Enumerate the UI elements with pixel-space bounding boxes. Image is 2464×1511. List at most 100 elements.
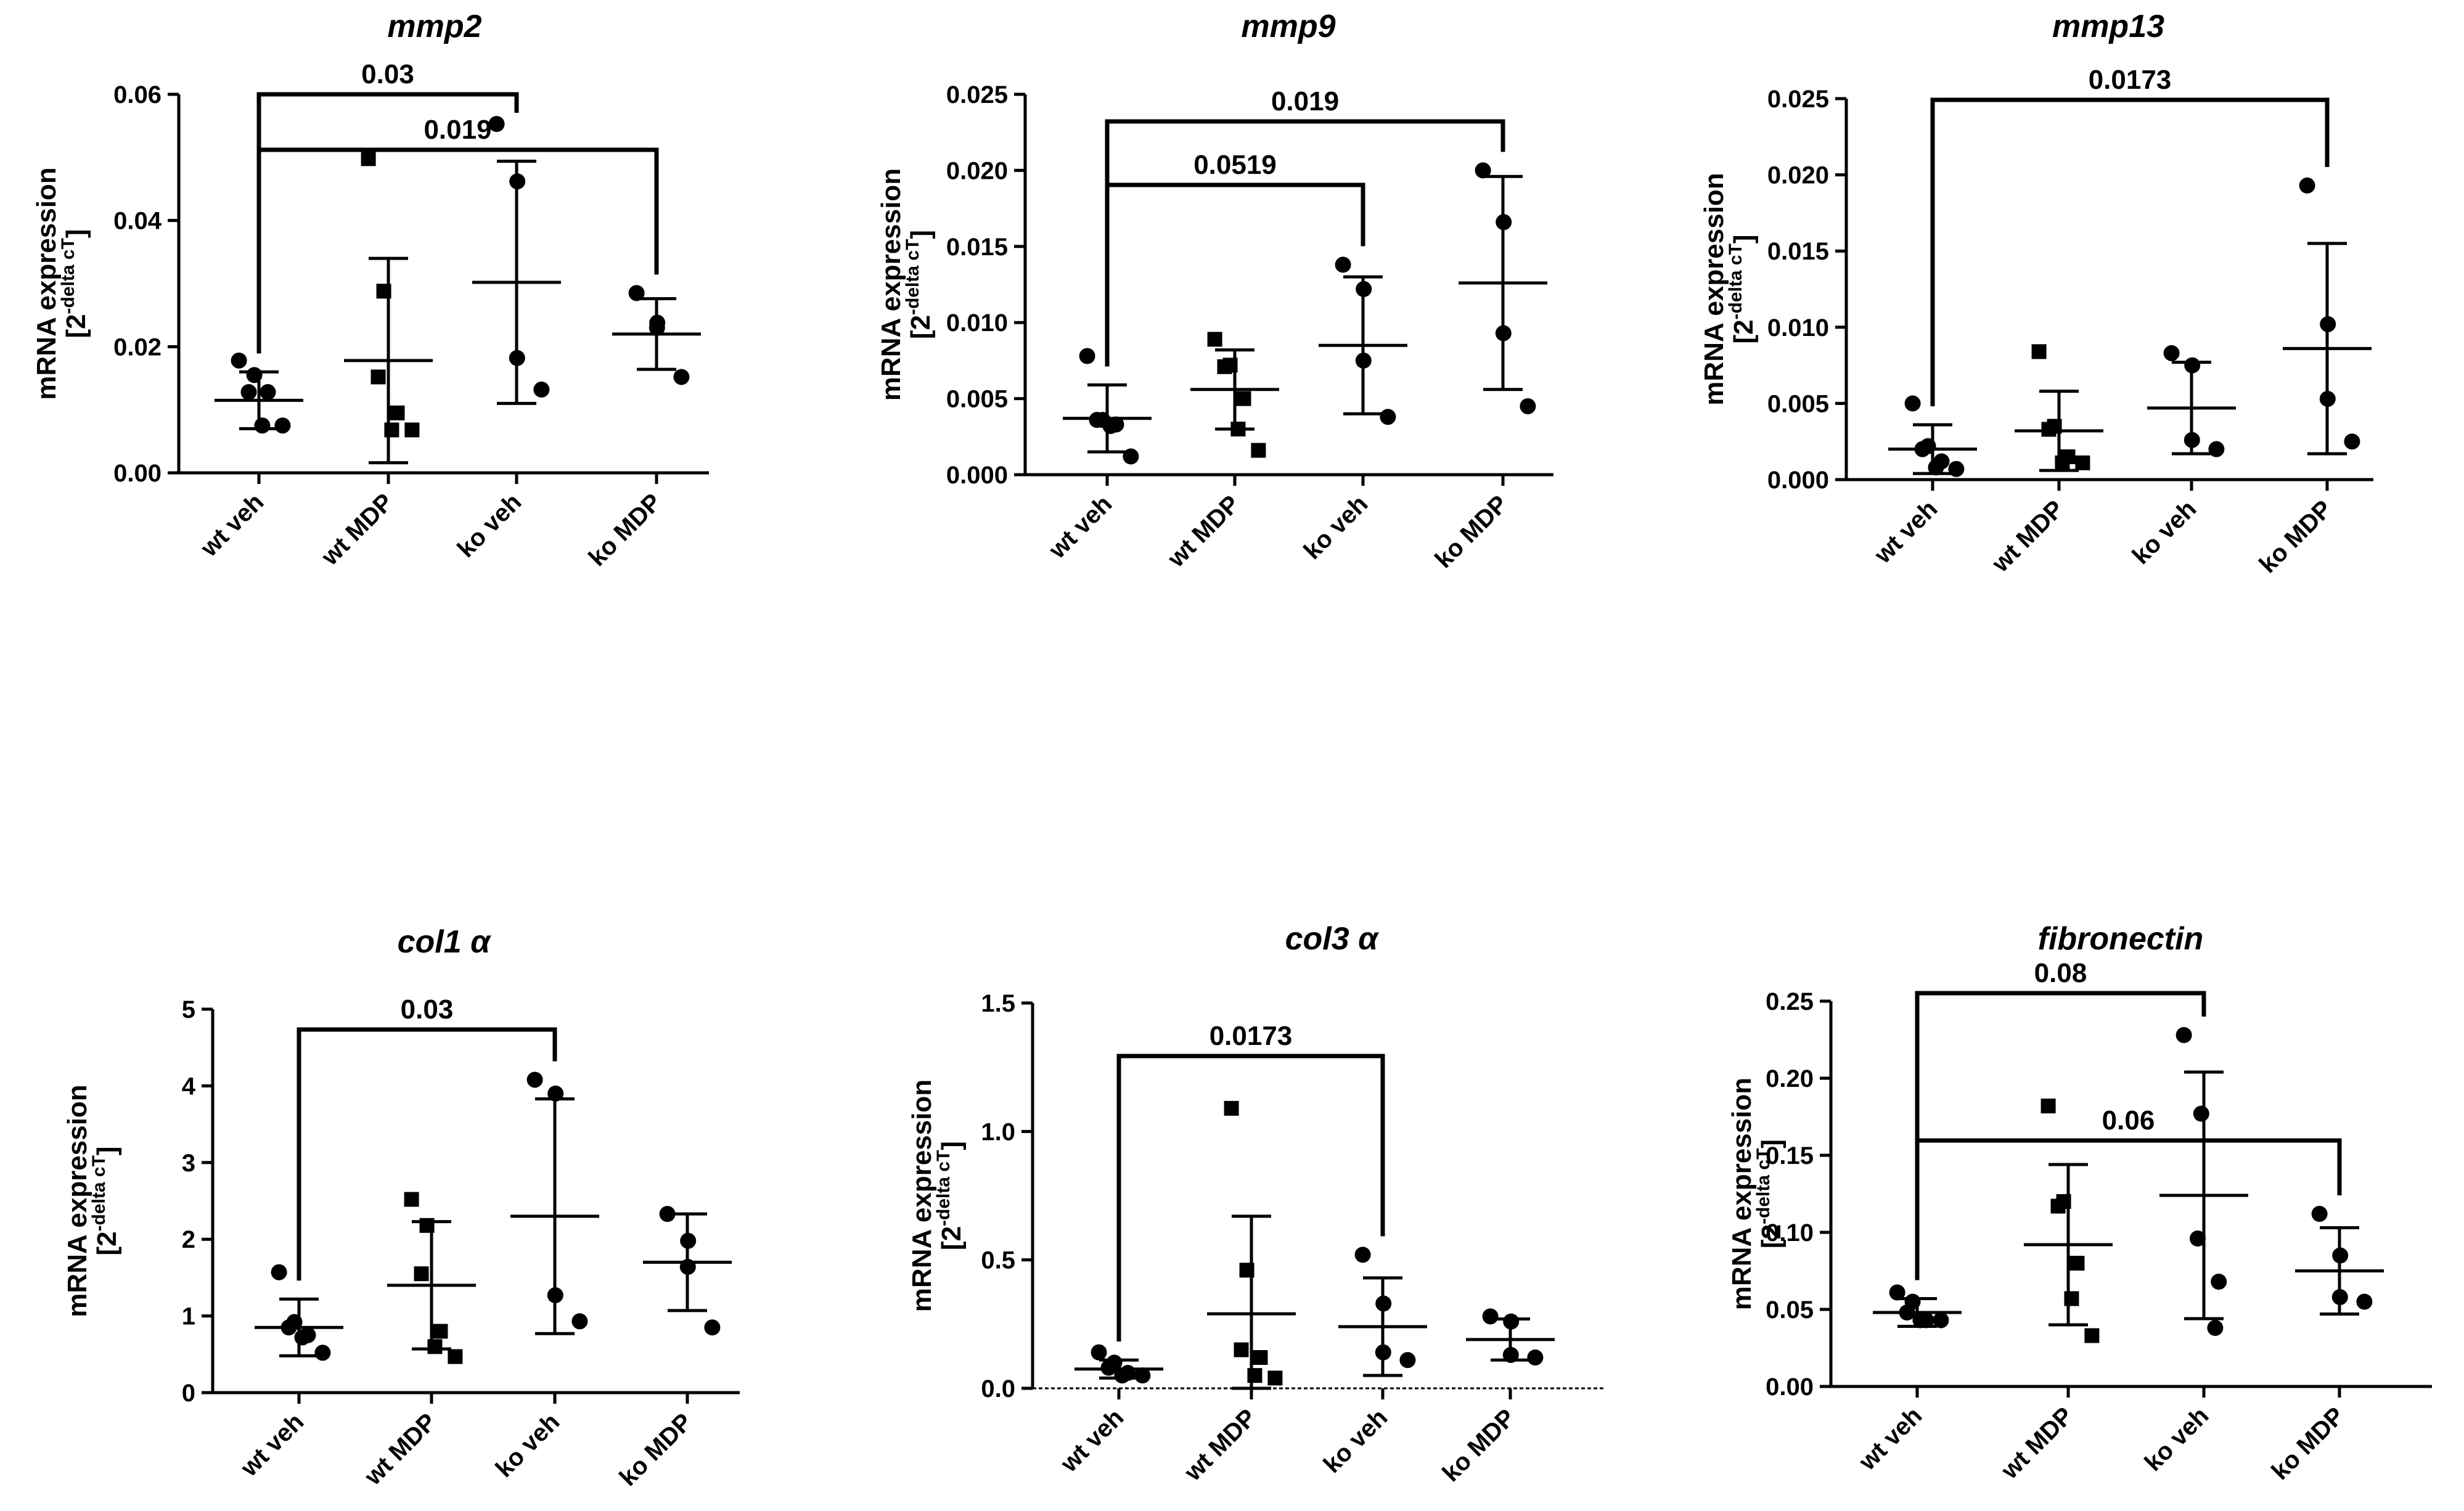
y-tick-label: 0.005 — [1767, 390, 1829, 417]
data-point-square — [384, 422, 399, 438]
y-axis-close: ] — [92, 1146, 122, 1155]
x-category-label: ko MDP — [584, 488, 667, 571]
x-category-label: ko MDP — [615, 1408, 698, 1491]
y-axis-label-line2: [2-delta cT] — [903, 230, 936, 339]
y-axis-label: mRNA expression[2-delta cT] — [876, 168, 936, 401]
y-tick-label: 0.00 — [1766, 1374, 1814, 1401]
data-point-circle — [271, 1264, 287, 1280]
y-tick-label: 0.015 — [946, 234, 1008, 261]
y-tick-label: 0.005 — [946, 386, 1008, 413]
y-tick-label: 0.0 — [981, 1375, 1015, 1402]
data-point-circle — [1079, 348, 1095, 364]
data-point-square — [1217, 359, 1232, 374]
x-category-label: ko veh — [2140, 1402, 2214, 1476]
y-tick-label: 0.020 — [946, 157, 1008, 184]
y-axis-label-line1: mRNA expression — [62, 1084, 92, 1317]
x-category-label: wt MDP — [1162, 490, 1245, 573]
x-category-label: wt veh — [1044, 490, 1118, 564]
chart-title: mmp13 — [2052, 9, 2164, 44]
y-tick-label: 0.15 — [1766, 1142, 1814, 1169]
data-point-circle — [231, 352, 247, 369]
y-axis-label-line2: [2-delta cT] — [1753, 1139, 1787, 1248]
y-axis-label-line2: [2-delta cT] — [58, 229, 91, 338]
data-point-square — [1251, 443, 1266, 458]
y-axis-label-line1: mRNA expression — [1727, 1078, 1757, 1310]
y-tick-label: 0.015 — [1767, 238, 1829, 265]
data-point-square — [361, 151, 376, 166]
y-tick-label: 0.06 — [113, 81, 162, 109]
chart-title: col1 α — [398, 924, 492, 960]
y-axis-label: mRNA expression[2-delta cT] — [62, 1084, 122, 1317]
y-axis-label-line2: [2-delta cT] — [933, 1141, 967, 1250]
chart-title: mmp2 — [387, 9, 481, 44]
y-axis-label: mRNA expression[2-delta cT] — [1727, 1078, 1787, 1310]
y-axis-exponent: -delta cT — [1725, 244, 1746, 319]
y-tick-label: 0.5 — [981, 1247, 1015, 1274]
chart-panel-3: mmp13 0.000 0.005 0.010 0.015 0.020 0.025 mRNA … — [1699, 9, 2373, 578]
y-tick-label: 4 — [182, 1073, 196, 1100]
data-point-circle — [1102, 418, 1119, 435]
data-point-square — [427, 1339, 443, 1354]
data-point-circle — [240, 384, 257, 401]
data-point-circle — [2344, 433, 2360, 450]
data-point-square — [1224, 1100, 1239, 1116]
y-axis-label-line2: [2-delta cT] — [1725, 234, 1759, 343]
data-point-square — [370, 369, 386, 385]
chart-panel-6: fibronectin 0.00 0.05 0.10 0.15 0.20 0.25 mRNA … — [1727, 921, 2432, 1485]
y-axis-label: mRNA expression[2-delta cT] — [907, 1079, 967, 1312]
x-category-label: wt MDP — [1995, 1402, 2078, 1484]
data-point-square — [2055, 455, 2070, 470]
y-tick-label: 1 — [182, 1303, 195, 1330]
data-point-circle — [314, 1345, 331, 1361]
y-tick-label: 0.000 — [1767, 467, 1829, 494]
data-point-square — [390, 405, 405, 420]
y-tick-label: 2 — [182, 1226, 195, 1253]
p-value-label: 0.019 — [1271, 86, 1339, 117]
y-tick-label: 5 — [182, 996, 195, 1023]
data-point-square — [1247, 1368, 1263, 1383]
y-tick-label: 0.025 — [946, 81, 1008, 109]
y-axis-label-line1: mRNA expression — [907, 1079, 937, 1312]
x-category-label: ko veh — [491, 1408, 565, 1483]
data-point-circle — [1475, 162, 1491, 179]
data-point-circle — [254, 417, 271, 434]
data-point-circle — [1933, 1312, 1949, 1329]
p-value-label: 0.08 — [2034, 958, 2087, 988]
chart-title: fibronectin — [2038, 921, 2204, 957]
data-point-square — [1236, 391, 1251, 406]
x-category-label: ko MDP — [2267, 1402, 2350, 1485]
data-point-square — [1253, 1350, 1268, 1365]
y-axis-close: ] — [61, 229, 91, 238]
p-value-label: 0.0173 — [2089, 65, 2172, 95]
data-point-circle — [1354, 1247, 1371, 1263]
chart-panel-1: mmp2 0.00 0.02 0.04 0.06 mRNA expression[2-de… — [31, 9, 709, 571]
p-value-label: 0.06 — [2102, 1105, 2155, 1136]
y-tick-label: 0.010 — [946, 309, 1008, 337]
chart-panel-5: col3 α 0.0 0.5 1.0 1.5 mRNA expression[2-delt… — [907, 921, 1606, 1487]
data-point-circle — [2356, 1293, 2373, 1310]
data-point-circle — [1482, 1308, 1499, 1325]
data-point-circle — [526, 1071, 543, 1088]
data-point-circle — [704, 1319, 721, 1336]
y-tick-label: 0.010 — [1767, 314, 1829, 342]
y-tick-label: 0.020 — [1767, 162, 1829, 189]
data-point-circle — [1889, 1284, 1905, 1301]
data-point-circle — [1904, 395, 1921, 412]
data-point-circle — [2211, 1274, 2227, 1290]
y-axis-label-line2: [2-delta cT] — [89, 1146, 122, 1255]
significance-bracket — [1915, 991, 2206, 1280]
data-point-circle — [2175, 1027, 2192, 1043]
data-point-circle — [274, 417, 291, 434]
data-point-circle — [1399, 1352, 1416, 1369]
data-point-square — [1267, 1370, 1283, 1386]
y-tick-label: 0.25 — [1766, 988, 1814, 1015]
data-point-square — [433, 1324, 448, 1339]
data-point-square — [404, 422, 420, 438]
p-value-label: 0.0173 — [1209, 1021, 1293, 1051]
data-point-circle — [2207, 1320, 2224, 1336]
data-point-circle — [2163, 345, 2180, 361]
data-point-square — [2064, 1291, 2079, 1306]
x-category-label: wt veh — [1055, 1404, 1129, 1478]
significance-bracket — [1105, 182, 1365, 367]
